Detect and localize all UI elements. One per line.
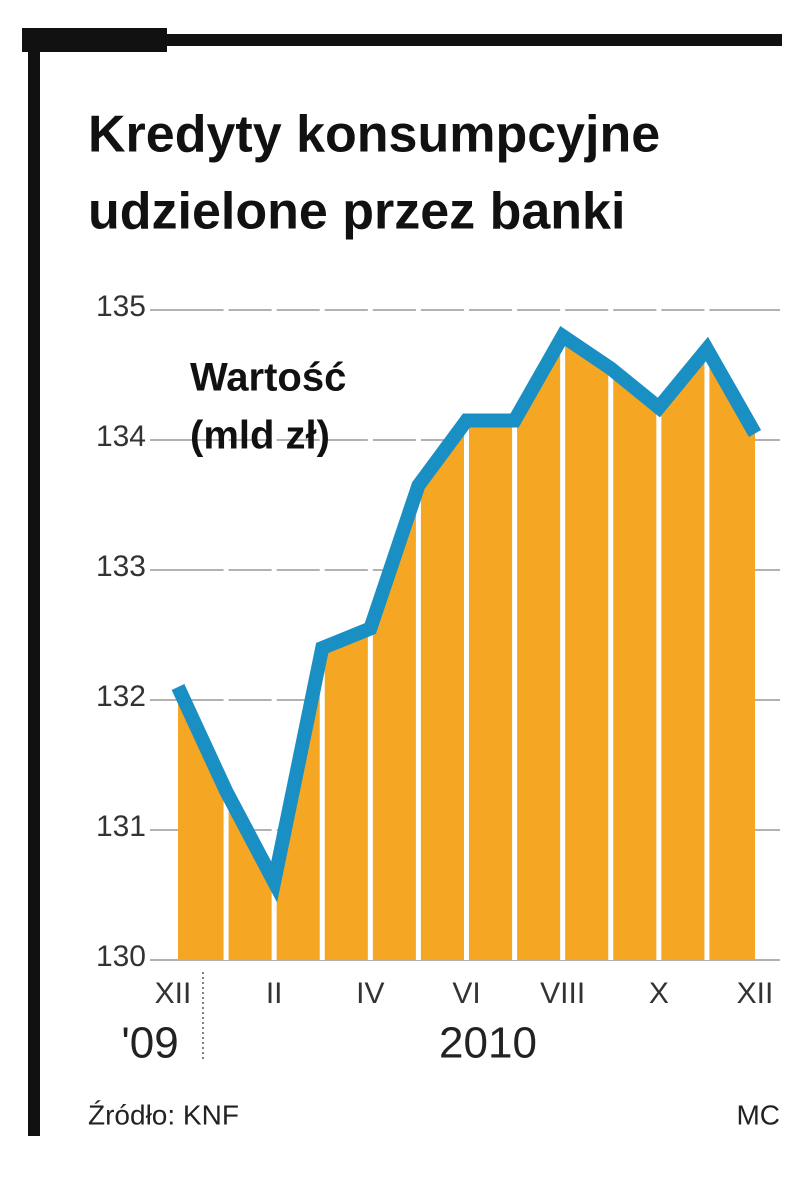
frame-left xyxy=(28,28,40,1136)
year-label: 2010 xyxy=(439,1019,537,1068)
year-label: '09 xyxy=(121,1019,178,1068)
y-tick-label: 133 xyxy=(96,550,146,583)
frame-top xyxy=(22,34,782,46)
y-tick-label: 135 xyxy=(96,290,146,323)
y-label: (mld zł) xyxy=(190,414,330,458)
x-tick-label: IV xyxy=(356,977,384,1010)
y-tick-label: 132 xyxy=(96,680,146,713)
x-tick-label: VI xyxy=(452,977,480,1010)
x-tick-label: II xyxy=(266,977,283,1010)
chart-title: udzielone przez banki xyxy=(88,183,625,241)
y-tick-label: 130 xyxy=(96,940,146,973)
x-tick-label: XII xyxy=(737,977,774,1010)
credit: MC xyxy=(736,1099,780,1130)
x-tick-label: XII xyxy=(155,977,192,1010)
y-label: Wartość xyxy=(190,356,346,400)
y-tick-label: 134 xyxy=(96,420,146,453)
y-tick-label: 131 xyxy=(96,810,146,843)
source: Źródło: KNF xyxy=(88,1099,239,1130)
chart-title: Kredyty konsumpcyjne xyxy=(88,106,660,164)
x-tick-label: X xyxy=(649,977,669,1010)
line xyxy=(171,325,762,903)
x-tick-label: VIII xyxy=(540,977,585,1010)
